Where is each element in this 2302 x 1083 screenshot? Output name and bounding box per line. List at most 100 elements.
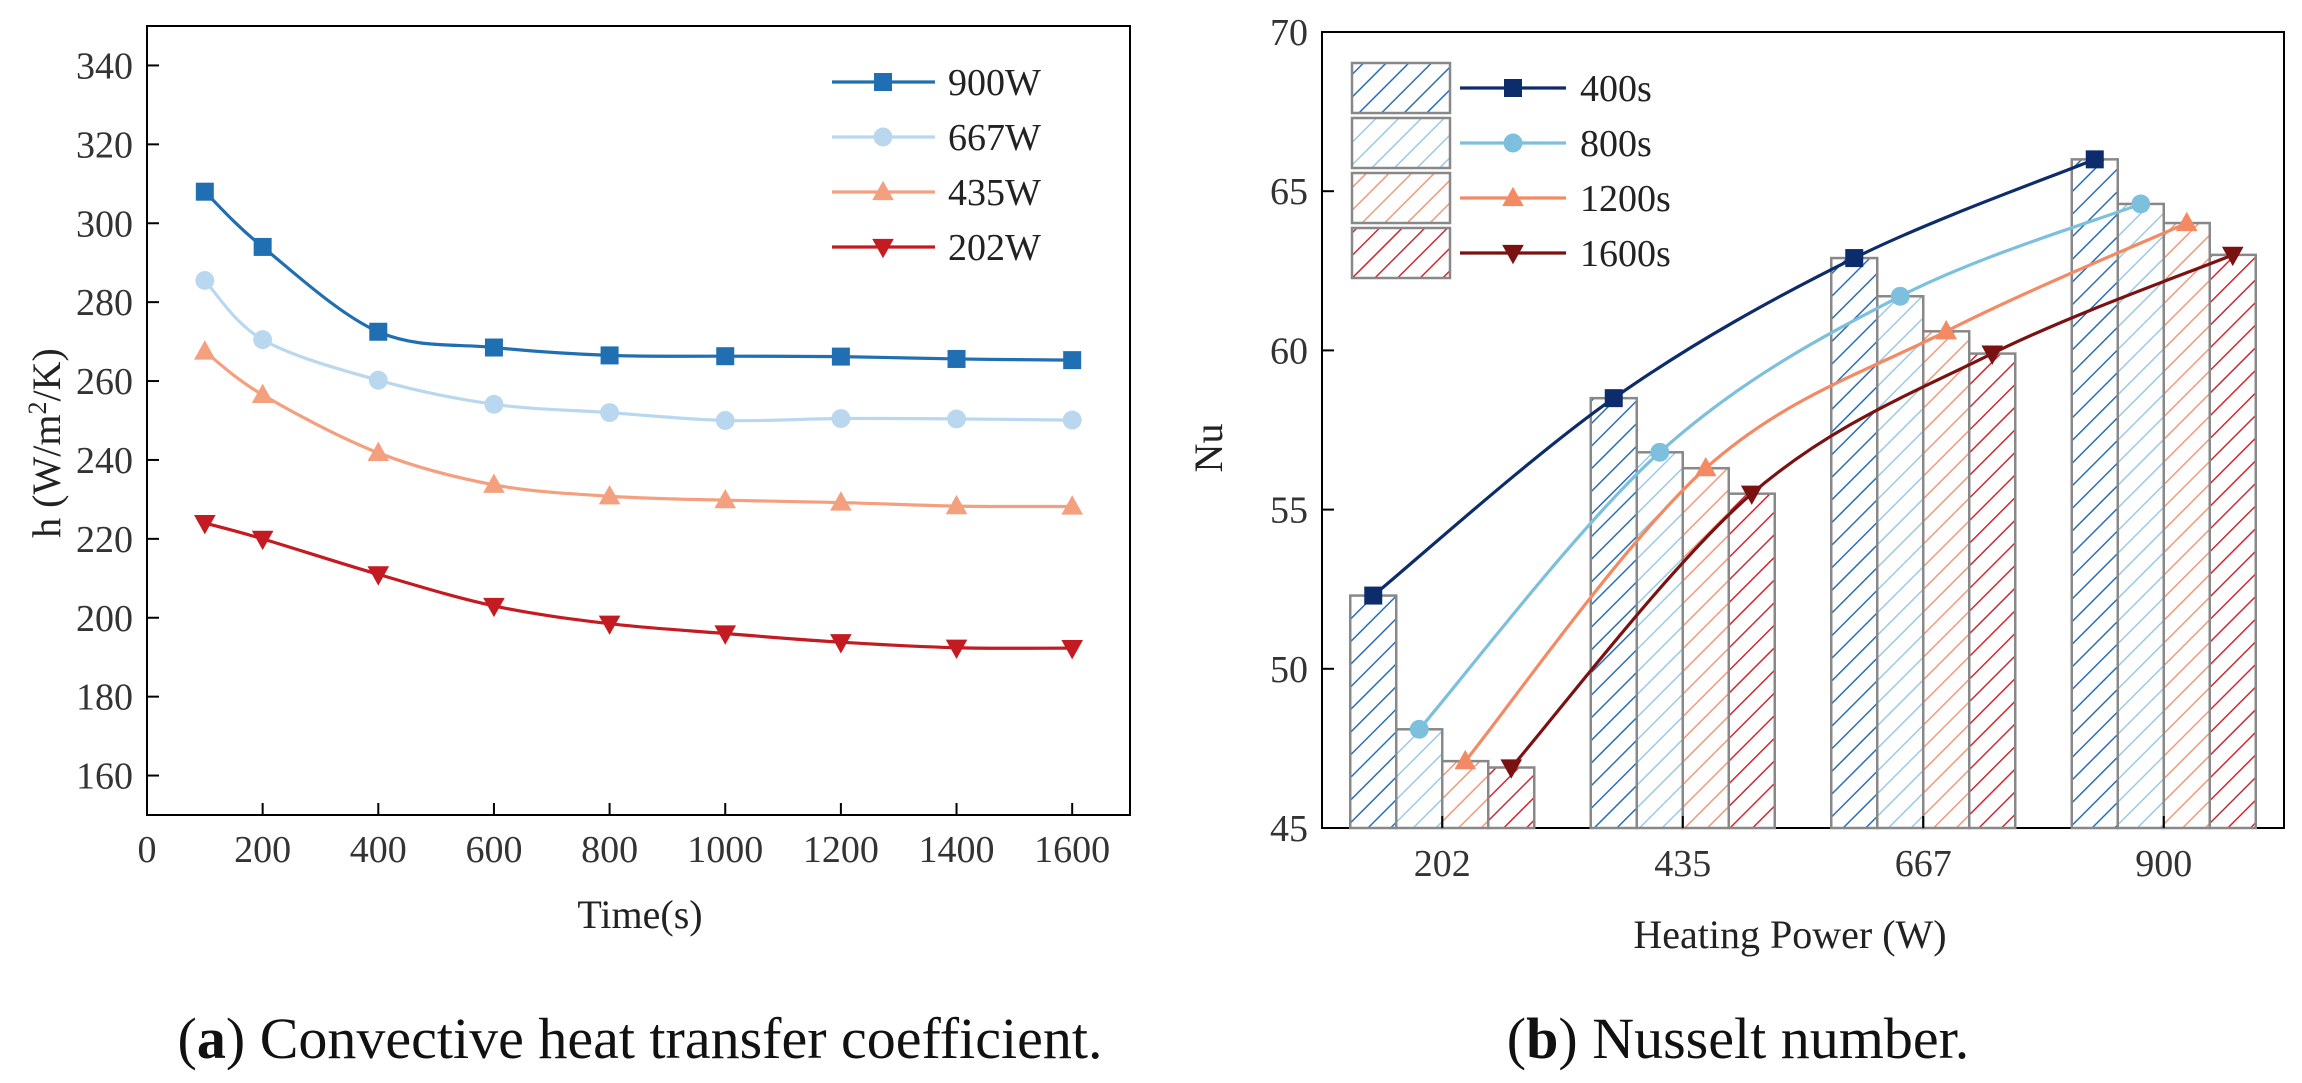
panel-b-series-line (1372, 157, 2096, 597)
panel-a-data-point (714, 488, 737, 509)
panel-a-data-point (483, 597, 505, 618)
panel-a-data-point (1062, 410, 1082, 430)
panel-a-data-point (598, 615, 621, 635)
panel-b-x-tick-label: 202 (1414, 843, 1471, 885)
panel-a-data-point (195, 271, 215, 290)
panel-b-data-point (2175, 211, 2198, 232)
panel-b-legend-item: 400s (1350, 61, 1652, 115)
panel-b-data-point (1364, 586, 1383, 605)
panel-a-data-point (369, 322, 388, 341)
panel-b-bar (1922, 330, 1971, 830)
panel-b-caption: (b) Nusselt number. (1507, 1006, 1969, 1071)
panel-b-legend-marker (1503, 133, 1523, 153)
panel-a-legend-item: 900W (832, 62, 1041, 104)
panel-b-data-point (1500, 759, 1523, 779)
panel-b-bar (1635, 451, 1684, 830)
panel-a-data-point (253, 237, 272, 256)
panel-b-legend-label: 800s (1580, 123, 1652, 165)
panel-a-data-point (830, 491, 852, 511)
panel-b-series-line (1418, 202, 2142, 731)
panel-a-legend-marker (872, 238, 894, 259)
panel-a-y-tick-label: 240 (76, 440, 133, 482)
panel-a-x-tick-label: 200 (234, 829, 291, 871)
panel-b-legend-item: 1600s (1350, 226, 1671, 280)
panel-a-data-point (1061, 495, 1083, 515)
panel-b-series-line (1510, 253, 2234, 769)
panel-a-x-tick-label: 1200 (803, 829, 879, 871)
panel-b-data-point (1981, 345, 2004, 365)
panel-a-data-point (947, 409, 966, 429)
panel-b-legend-marker (1502, 186, 1524, 207)
panel-a-data-point (945, 494, 968, 515)
panel-b-data-point (2131, 194, 2151, 214)
panel-b-bar (1349, 594, 1398, 830)
panel-a-data-point (194, 514, 216, 535)
panel-a-series-line (204, 521, 1073, 650)
panel-b-legend-swatch (1350, 171, 1452, 225)
panel-b-series-1600s (1500, 246, 2244, 779)
panel-b-bar (1876, 295, 1925, 830)
panel-b-x-tick-label: 435 (1654, 843, 1711, 885)
panel-a-legend-label: 667W (948, 117, 1041, 159)
panel-a-y-tick-label: 180 (76, 677, 133, 719)
panel-a-y-tick-label: 340 (76, 45, 133, 87)
panel-b-legend-swatch (1350, 116, 1452, 170)
panel-a-caption-text: Convective heat transfer coefficient. (245, 1006, 1102, 1071)
panel-a-series-line (203, 350, 1073, 509)
panel-a-x-tick-label: 800 (581, 829, 638, 871)
panel-a-legend-item: 435W (832, 172, 1041, 214)
panel-a-data-point (830, 634, 852, 654)
panel-b-series-400s (1364, 150, 2104, 605)
panel-a-data-point (598, 484, 621, 505)
panel-b-data-point (1650, 442, 1670, 462)
panel-b-data-point (1694, 456, 1717, 477)
panel-a-series-line (203, 279, 1073, 423)
panel-a-data-point (367, 566, 390, 586)
panel-a-data-point (600, 403, 620, 423)
panel-a-legend-label: 435W (948, 172, 1041, 214)
panel-b-legend-item: 800s (1350, 116, 1652, 170)
panel-a-y-axis-title: h (W/m2/K) (23, 348, 69, 538)
panel-b-bar (1589, 396, 1638, 830)
panel-a-y-tick-label: 160 (76, 756, 133, 798)
panel-b-bar (1968, 352, 2017, 830)
panel-a-legend-marker (872, 180, 894, 201)
panel-a-legend-label: 202W (948, 227, 1041, 269)
panel-a-data-point (253, 330, 273, 350)
panel-b-data-point (2221, 246, 2244, 267)
panel-b-legend-label: 1200s (1580, 178, 1671, 220)
panel-a-plot-frame (146, 25, 1131, 816)
panel-b-data-point (1740, 485, 1763, 505)
panel-a-data-point (831, 347, 850, 366)
panel-a-x-tick-label: 1600 (1034, 829, 1110, 871)
panel-b-series-line (1464, 221, 2188, 763)
panel-a-y-tick-label: 200 (76, 598, 133, 640)
panel-a-y-tick-label: 280 (76, 282, 133, 324)
panel-b-y-tick-label: 65 (1270, 171, 1308, 213)
panel-a-y-tick-label: 260 (76, 361, 133, 403)
panel-a-data-point (945, 639, 968, 659)
panel-b-x-tick-label: 900 (2135, 843, 2192, 885)
panel-a-data-point (1063, 351, 1082, 370)
panel-a-line-chart: 0 200 400 600 800 1000 1200 1400 1600 160 180 200 22… (23, 25, 1131, 937)
panel-b-legend-label: 400s (1580, 68, 1652, 110)
panel-a-data-point (947, 349, 966, 368)
panel-a-series-202W (194, 514, 1083, 660)
panel-b-data-point (1604, 389, 1623, 408)
panel-b-bar (2070, 158, 2119, 830)
panel-a-legend-item: 667W (832, 117, 1041, 159)
panel-b-legend-marker (1504, 79, 1522, 97)
panel-a-data-point (484, 394, 504, 414)
panel-b-y-tick-label: 70 (1270, 12, 1308, 54)
panel-b-data-point (1454, 749, 1477, 770)
panel-b-y-tick-label: 60 (1270, 330, 1308, 372)
panel-b-legend-swatch (1350, 226, 1452, 280)
panel-b-bar (1830, 256, 1879, 830)
panel-a-data-point (1061, 640, 1083, 660)
panel-b-bar (2116, 202, 2165, 830)
panel-b-y-axis-title: Nu (1186, 424, 1231, 473)
panel-b-bar (1441, 759, 1490, 830)
panel-b-bar-chart: 45 50 55 60 65 70 202 435 667 900 400s 800s 1200s 16… (1186, 12, 2285, 957)
panel-a-data-point (194, 340, 216, 360)
panel-a-y-tick-label: 300 (76, 203, 133, 245)
